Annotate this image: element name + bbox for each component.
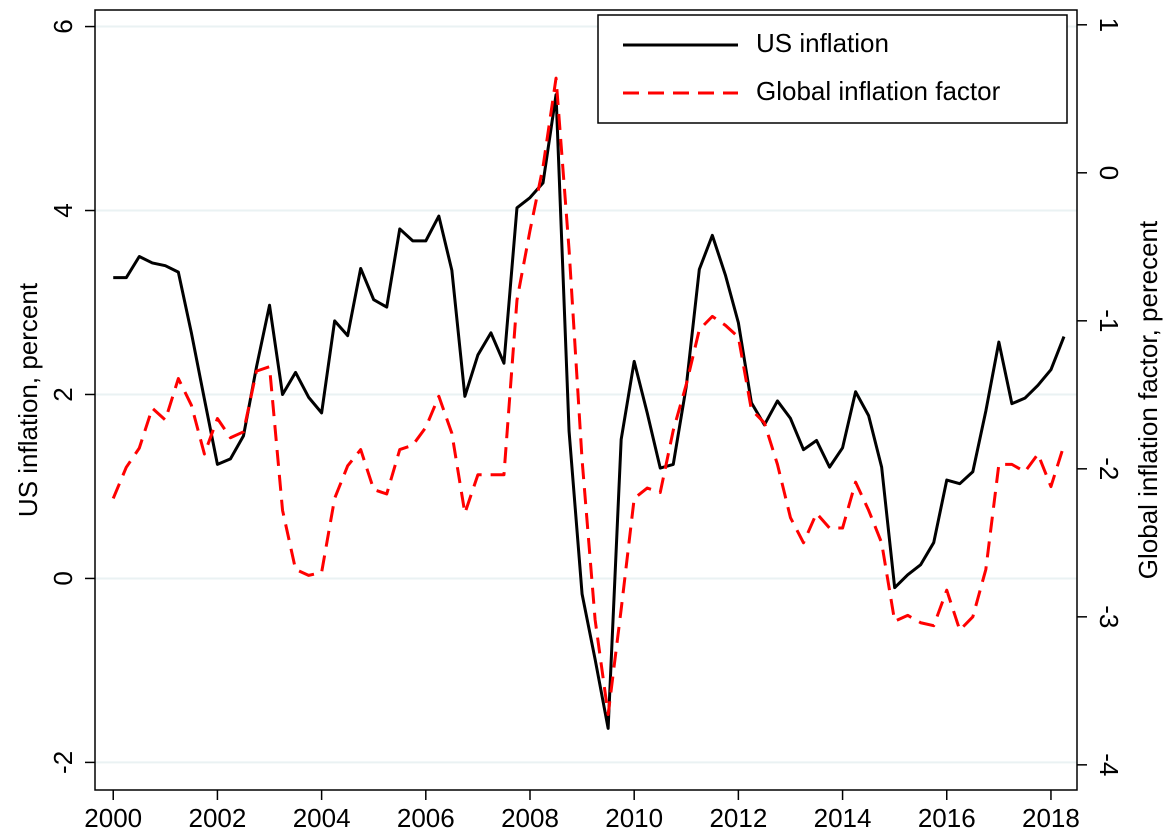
x-tick-label: 2012 — [709, 803, 767, 833]
series-line — [111, 76, 1066, 717]
legend-box — [597, 14, 1068, 124]
y-tick-label: -2 — [48, 751, 78, 774]
legend-label: Global inflation factor — [756, 76, 1001, 106]
y2-tick-label: -4 — [1094, 753, 1124, 776]
x-tick-label: 2004 — [293, 803, 351, 833]
x-tick-label: 2000 — [84, 803, 142, 833]
plot-frame — [94, 9, 1078, 791]
y2-tick-label: -3 — [1094, 605, 1124, 628]
x-tick-label: 2010 — [605, 803, 663, 833]
y2-tick-label: -2 — [1094, 457, 1124, 480]
x-tick-label: 2008 — [501, 803, 559, 833]
legend: US inflation Global inflation factor — [597, 14, 1068, 124]
y-tick-label: 2 — [48, 387, 78, 401]
legend-label: US inflation — [756, 28, 889, 58]
y-tick-label: 6 — [48, 19, 78, 33]
x-tick-label: 2016 — [918, 803, 976, 833]
y2-tick-label: 0 — [1094, 166, 1124, 180]
x-tick-label: 2006 — [397, 803, 455, 833]
y2-tick-label: -1 — [1094, 309, 1124, 332]
x-tick-label: 2002 — [189, 803, 247, 833]
y2-tick-label: 1 — [1094, 18, 1124, 32]
y-tick-label: 0 — [48, 571, 78, 585]
x-tick-label: 2014 — [814, 803, 872, 833]
y-axis-title: US inflation, percent — [13, 282, 43, 517]
grid — [95, 25, 1077, 764]
y2-axis-title: Global inflation factor, perecent — [1133, 220, 1163, 579]
series-line — [113, 93, 1066, 730]
lines — [111, 76, 1066, 730]
plot-area — [95, 10, 1077, 790]
y-tick-label: 4 — [48, 203, 78, 217]
x-tick-label: 2018 — [1022, 803, 1080, 833]
